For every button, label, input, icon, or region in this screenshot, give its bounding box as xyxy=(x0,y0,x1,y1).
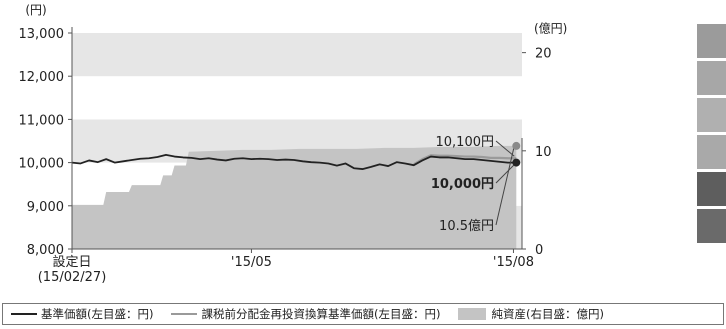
left-tick-label: 9,000 xyxy=(27,200,64,215)
background-band xyxy=(72,76,522,120)
annotation-net-assets: 10.5億円 xyxy=(439,218,494,234)
annotation-net-assets-leader xyxy=(495,145,515,226)
side-block xyxy=(697,98,726,132)
chart-legend: 基準価額(左目盛：円) 課税前分配金再投資換算基準価額(左目盛：円) 純資産(右… xyxy=(2,303,724,325)
net-assets-area xyxy=(72,145,517,249)
side-block xyxy=(697,61,726,95)
chart-labels: 8,000 9,000 10,000 11,000 12,000 13,000 (円) 0 10… xyxy=(19,3,568,285)
left-tick-label: 8,000 xyxy=(27,243,64,258)
left-tick-label: 10,000 xyxy=(19,157,65,172)
annotation-nav-leader xyxy=(495,164,515,184)
legend-item-net-assets: 純資産(右目盛：億円) xyxy=(458,306,604,322)
right-axis-unit: (億円) xyxy=(534,22,567,36)
legend-swatch-reinvested-nav xyxy=(171,313,198,315)
legend-item-reinvested-nav: 課税前分配金再投資換算基準価額(左目盛：円) xyxy=(171,306,440,322)
x-tick-sublabel: (15/02/27) xyxy=(38,270,107,285)
nav-endpoint-dot xyxy=(512,158,521,167)
background-band xyxy=(72,33,522,77)
x-tick-label: 設定日 xyxy=(52,254,91,270)
side-block xyxy=(697,135,726,169)
annotation-reinvested-nav-leader xyxy=(495,140,515,157)
legend-label-net-assets: 純資産(右目盛：億円) xyxy=(491,307,604,321)
legend-label-reinvested-nav: 課税前分配金再投資換算基準価額(左目盛：円) xyxy=(201,307,441,321)
side-block xyxy=(697,172,726,206)
x-tick-label: '15/05 xyxy=(231,255,272,270)
right-tick-label: 0 xyxy=(535,243,543,258)
nav-chart: 8,000 9,000 10,000 11,000 12,000 13,000 (円) 0 10… xyxy=(19,3,568,285)
net-assets-endpoint-dot xyxy=(512,141,521,150)
annotation-nav: 10,000円 xyxy=(431,177,494,192)
chart-axes xyxy=(68,27,526,253)
legend-swatch-net-assets xyxy=(458,308,487,320)
right-tick-label: 10 xyxy=(535,145,552,160)
series-net-assets-area xyxy=(72,145,517,249)
left-tick-label: 11,000 xyxy=(19,113,65,128)
right-tick-label: 20 xyxy=(535,47,552,62)
left-tick-label: 12,000 xyxy=(19,70,65,85)
legend-label-nav: 基準価額(左目盛：円) xyxy=(41,307,154,321)
legend-item-nav: 基準価額(左目盛：円) xyxy=(11,306,153,322)
series-reinvested-nav-line xyxy=(413,154,517,166)
chart-annotations: 10,100円 10,000円 10.5億円 xyxy=(431,135,521,234)
legend-swatch-nav xyxy=(11,313,37,315)
left-axis-unit: (円) xyxy=(25,3,46,17)
side-block xyxy=(697,209,726,243)
annotation-reinvested-nav: 10,100円 xyxy=(436,135,495,150)
series-nav-line xyxy=(71,153,517,170)
x-tick-label: '15/08 xyxy=(493,255,534,270)
chart-lines xyxy=(71,153,517,170)
left-tick-label: 13,000 xyxy=(19,27,65,42)
side-block xyxy=(697,24,726,58)
